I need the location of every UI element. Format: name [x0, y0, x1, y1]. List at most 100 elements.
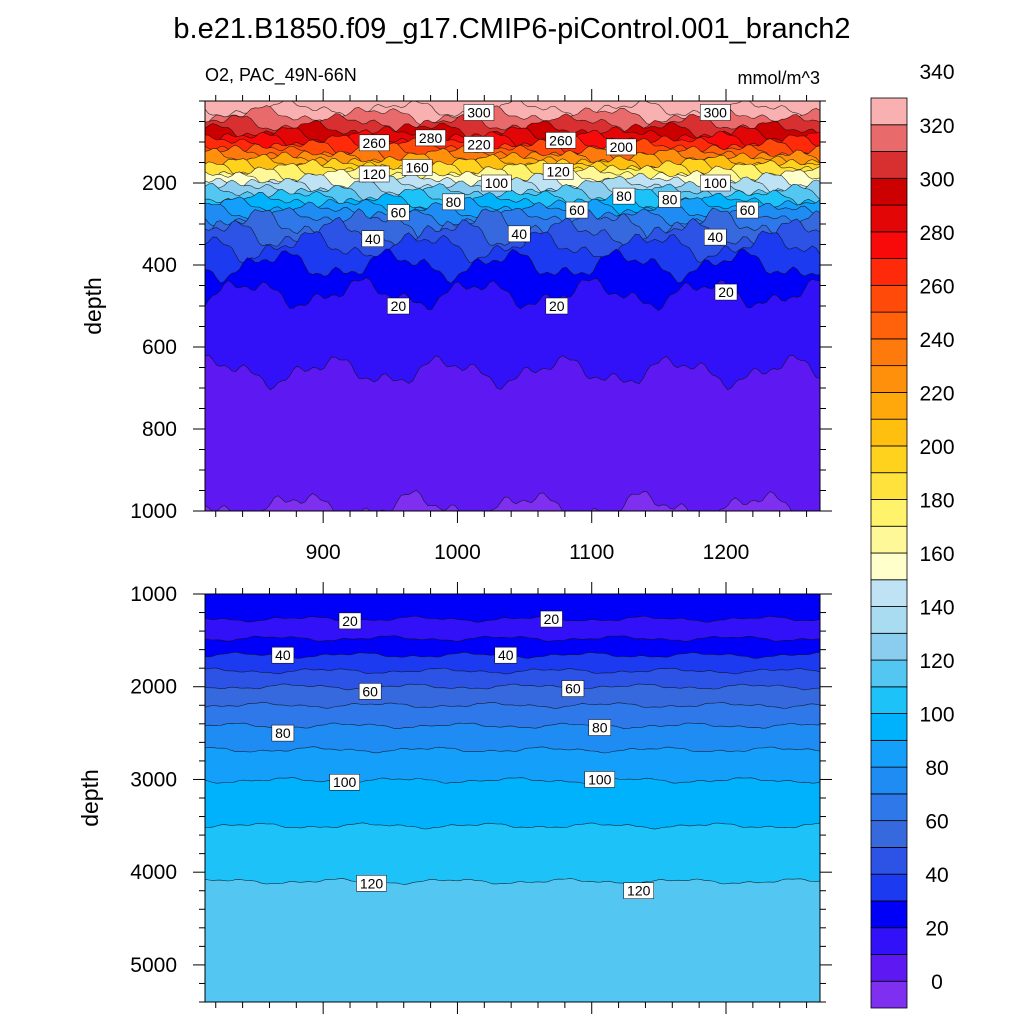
- contour-line-110: [205, 822, 820, 830]
- y-tick-label: 200: [142, 172, 177, 195]
- svg-text:80: 80: [592, 720, 608, 736]
- colorbar-box: [870, 445, 908, 474]
- contour-label: 120: [623, 882, 654, 899]
- colorbar-box: [870, 820, 908, 848]
- top-left-label: O2, PAC_49N-66N: [205, 65, 357, 86]
- colorbar-box: [870, 338, 908, 367]
- svg-text:120: 120: [363, 166, 387, 182]
- contour-line-40: [205, 230, 820, 264]
- y-tick-label: 1000: [130, 583, 177, 606]
- svg-text:80: 80: [275, 725, 291, 741]
- colorbar-label: 160: [919, 543, 954, 566]
- y-tick-label: 5000: [130, 954, 177, 977]
- contour-line-30: [205, 248, 820, 284]
- colorbar-box: [870, 499, 908, 527]
- colorbar-box: [870, 258, 908, 286]
- contour-label: 100: [700, 174, 731, 192]
- svg-text:100: 100: [588, 771, 612, 787]
- colorbar-box: [870, 927, 908, 955]
- y-tick-label: 1000: [130, 500, 177, 523]
- svg-text:20: 20: [549, 298, 565, 314]
- svg-text:220: 220: [467, 136, 491, 152]
- colorbar-label: 260: [919, 275, 954, 298]
- colorbar-label: 60: [925, 811, 948, 834]
- contour-label: 80: [612, 187, 636, 205]
- svg-text:60: 60: [569, 202, 585, 218]
- x-tick-label: 900: [306, 541, 341, 564]
- svg-text:20: 20: [342, 613, 358, 629]
- contour-label: 60: [387, 204, 410, 221]
- svg-text:300: 300: [467, 104, 491, 120]
- colorbar-box: [870, 365, 908, 393]
- colorbar-box: [870, 204, 908, 233]
- colorbar-box: [870, 980, 908, 1009]
- colorbar-label: 120: [919, 650, 954, 673]
- svg-text:280: 280: [419, 130, 443, 146]
- x-tick-label: 1000: [434, 541, 481, 564]
- contour-label: 80: [271, 724, 295, 742]
- svg-text:260: 260: [549, 132, 573, 148]
- colorbar-label: 0: [931, 971, 943, 994]
- contour-label: 120: [542, 163, 574, 180]
- colorbar-box: [870, 151, 908, 179]
- colorbar-box: [870, 873, 908, 902]
- contour-line-20: [205, 277, 820, 311]
- colorbar-label: 300: [919, 168, 954, 191]
- svg-text:100: 100: [333, 774, 357, 790]
- svg-text:40: 40: [498, 647, 514, 663]
- svg-text:120: 120: [360, 875, 384, 891]
- colorbar-box: [870, 713, 908, 741]
- contour-label: 40: [271, 646, 295, 664]
- contour-label: 60: [736, 201, 759, 219]
- svg-text:100: 100: [704, 175, 728, 191]
- panel-top: 300 300 260 280 220 260 200 120 160 100 120 100 80 60…: [130, 89, 832, 564]
- colorbar-box: [870, 97, 908, 126]
- top-right-label: mmol/m^3: [738, 68, 820, 88]
- svg-text:80: 80: [616, 188, 632, 204]
- contour-label: 20: [338, 612, 362, 630]
- colorbar: 0 20 40 60 80 100 120 140 160 180 200 220 240 260 280 3…: [870, 61, 955, 1009]
- colorbar-box: [870, 124, 908, 152]
- contour-label: 20: [540, 610, 563, 628]
- contour-label: 20: [545, 297, 569, 315]
- colorbar-label: 320: [919, 115, 954, 138]
- contour-label: 40: [494, 646, 518, 664]
- contour-line-80: [205, 722, 820, 730]
- colorbar-label: 340: [919, 61, 954, 84]
- contour-label: 100: [584, 771, 616, 788]
- colorbar-box: [870, 552, 908, 581]
- svg-text:120: 120: [627, 883, 651, 899]
- svg-text:40: 40: [365, 231, 381, 247]
- contour-fill-0: [205, 490, 820, 511]
- colorbar-box: [870, 632, 908, 661]
- svg-text:260: 260: [363, 135, 387, 151]
- contour-label: 220: [463, 136, 495, 153]
- colorbar-label: 280: [919, 222, 954, 245]
- contour-label: 260: [545, 132, 577, 149]
- svg-text:60: 60: [362, 683, 378, 699]
- svg-text:60: 60: [391, 205, 407, 221]
- contour-label: 120: [358, 165, 390, 183]
- colorbar-box: [870, 606, 908, 634]
- colorbar-label: 40: [925, 864, 948, 887]
- colorbar-label: 140: [919, 597, 954, 620]
- svg-text:40: 40: [275, 647, 291, 663]
- colorbar-label: 200: [919, 436, 954, 459]
- y-tick-label: 400: [142, 254, 177, 277]
- contour-label: 80: [442, 193, 465, 211]
- colorbar-box: [870, 793, 908, 822]
- colorbar-box: [870, 472, 908, 500]
- contour-label: 100: [481, 174, 512, 192]
- contour-label: 280: [415, 129, 446, 147]
- contour-label: 40: [361, 230, 385, 248]
- contour-line-30: [205, 635, 820, 642]
- bottom-y-axis-label: depth: [77, 769, 103, 827]
- colorbar-label: 80: [925, 757, 948, 780]
- contour-line-50: [205, 667, 820, 675]
- x-tick-label: 1200: [703, 541, 750, 564]
- svg-text:40: 40: [707, 229, 723, 245]
- contour-label: 300: [463, 104, 495, 121]
- colorbar-box: [870, 686, 908, 714]
- contour-label: 60: [565, 201, 589, 219]
